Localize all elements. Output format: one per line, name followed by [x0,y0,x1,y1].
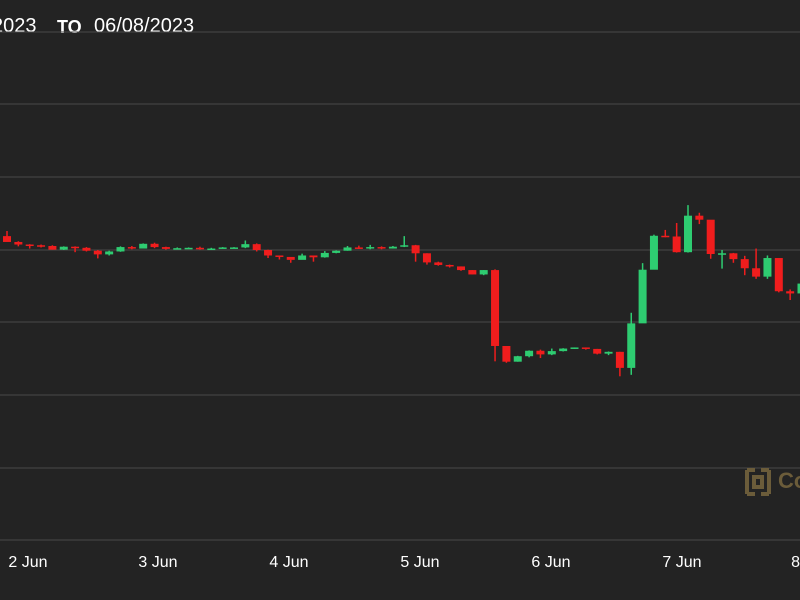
candle-body [615,351,624,368]
x-tick-label: 4 Jun [269,554,308,571]
candle-body [37,245,46,247]
x-tick-label: 7 Jun [662,554,701,571]
x-tick-label: 2 Jun [8,554,47,571]
candle-body [649,235,658,270]
candle-body [48,245,57,250]
x-tick-label: 6 Jun [531,554,570,571]
candle-body [468,270,477,275]
candle-body [105,251,114,255]
x-tick-label: 3 Jun [138,554,177,571]
candle-body [559,348,568,352]
candle-body [59,246,68,250]
candle-body [286,256,295,260]
candle-body [672,236,681,253]
candle-body [786,291,795,294]
candle-body [343,247,352,251]
candle-body [366,247,375,249]
candle-body [479,270,488,275]
candle-body [309,255,318,258]
candle-body [82,247,91,251]
candle-body [161,247,170,249]
candle-body [638,269,647,324]
candle-body [388,246,397,249]
candle-body [695,215,704,220]
candle-body [150,243,159,248]
candle-body [718,253,727,255]
candle-body [264,250,273,256]
candle-body [252,244,261,250]
candle-body [763,258,772,277]
candle-body [184,247,193,250]
watermark: Co [744,465,800,497]
coindesk-logo-icon [745,468,771,496]
candle-body [411,245,420,254]
candle-body [502,345,511,362]
candle-body [627,323,636,368]
candle-body [400,245,409,247]
candle-body [14,241,23,245]
x-tick-label: 5 Jun [400,554,439,571]
candle-body [173,248,182,250]
candle-body [320,252,329,258]
candle-body [275,255,284,257]
candle-body [729,253,738,260]
candle-body [25,244,34,247]
candle-body [525,350,534,357]
candle-body [354,247,363,249]
candle-body [797,283,800,294]
candle-body [445,264,454,267]
candle-body [457,266,465,271]
candle-body [491,270,500,346]
candle-body [71,246,80,249]
candle-body [604,351,613,354]
watermark-text: Co [778,468,800,493]
candle-body [570,347,579,349]
candle-body [661,235,670,238]
candle-body [536,350,545,355]
candle-body [740,259,749,269]
x-tick-label: 8 [791,554,800,571]
candle-body [207,248,216,251]
candle-body [684,215,692,253]
candle-body [706,219,715,255]
candle-body [93,250,102,255]
candle-body [218,247,227,249]
candle-body [422,253,431,263]
candle-body [139,243,148,249]
candle-body [332,250,341,253]
candle-body [298,255,307,260]
candle-body [593,348,602,354]
candle-body [581,347,590,349]
candle-body [547,351,556,355]
candle-body [434,262,443,265]
candle-body [774,258,783,292]
candle-body [116,247,125,252]
candle-body [195,247,204,250]
candle-body [513,356,522,362]
candle-body [377,247,386,249]
candle-body [3,236,11,242]
candle-body [230,247,238,249]
candle-body [127,247,136,249]
candle-body [752,268,761,277]
candle-body [241,244,250,248]
